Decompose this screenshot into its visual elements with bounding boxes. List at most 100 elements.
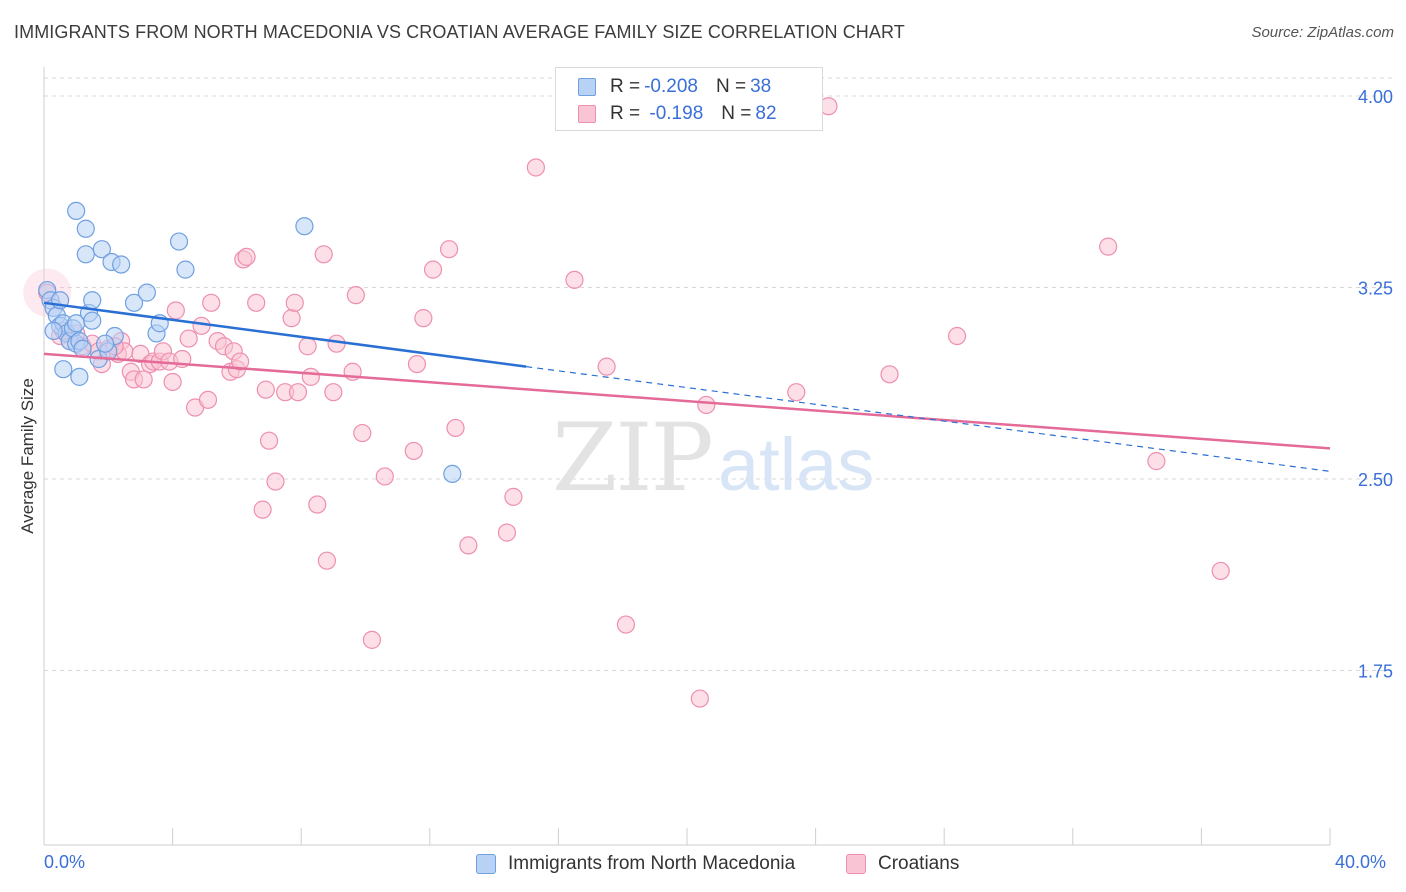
croatians-point <box>497 523 517 542</box>
croatians-point <box>446 418 465 438</box>
croatians-point <box>179 329 198 348</box>
n-label: N = <box>715 76 747 97</box>
x-tick-label-min: 0.0% <box>44 852 86 872</box>
watermark-zip: ZIP <box>552 404 712 513</box>
r-value: -0.208 <box>644 76 698 97</box>
croatians-point <box>259 431 279 450</box>
croatians-point <box>616 615 636 634</box>
source-credit: Source: ZipAtlas.com <box>1251 24 1394 41</box>
chart-title: IMMIGRANTS FROM NORTH MACEDONIA VS CROAT… <box>14 22 905 42</box>
croatians-point <box>202 293 221 312</box>
croatians-point <box>198 390 218 409</box>
n-value: 38 <box>750 76 772 97</box>
croatians-point <box>166 301 185 320</box>
croatians-point <box>324 383 343 402</box>
legend-row-north-macedonia: R = -0.208 N = 38 <box>578 73 771 101</box>
series-name: Immigrants from North Macedonia <box>508 853 796 874</box>
croatians-point <box>597 357 616 376</box>
croatians-point <box>880 365 899 384</box>
y-tick-label: 2.50 <box>1358 470 1393 490</box>
croatians-point <box>298 337 317 356</box>
bottom-legend-north-macedonia: Immigrants from North Macedonia <box>476 851 795 877</box>
series-name: Croatians <box>878 853 960 874</box>
croatians-point <box>407 355 427 374</box>
croatians-point <box>1211 561 1230 581</box>
croatians-point <box>414 309 433 328</box>
croatians-point <box>353 423 372 443</box>
croatians-point <box>247 293 266 312</box>
croatians-point <box>288 383 308 402</box>
n-value: 82 <box>755 103 777 124</box>
x-tick-label-max: 40.0% <box>1335 852 1387 872</box>
croatians-trend-line <box>43 352 1331 450</box>
croatians-point <box>266 472 285 491</box>
pink-swatch-icon <box>578 105 596 123</box>
croatians-point <box>697 395 716 415</box>
croatians-point <box>256 380 275 399</box>
croatians-point <box>459 536 478 555</box>
y-tick-label: 4.00 <box>1358 87 1393 107</box>
croatians-point <box>327 334 346 353</box>
north-macedonia-point <box>73 339 92 358</box>
croatians-point <box>285 293 304 312</box>
y-tick-label: 3.25 <box>1358 279 1393 299</box>
croatians-point <box>163 372 182 392</box>
croatians-point <box>362 630 382 649</box>
croatians-point <box>192 316 211 335</box>
r-label: R = <box>610 103 641 124</box>
blue-swatch-icon <box>578 78 596 96</box>
y-tick-labels: 1.75 2.50 3.25 4.00 <box>1358 87 1393 682</box>
croatians-point <box>690 689 709 708</box>
croatians-point <box>1147 452 1166 471</box>
north-macedonia-point <box>76 245 95 264</box>
croatians-point <box>301 367 320 386</box>
watermark: ZIP atlas <box>552 404 874 513</box>
north-macedonia-point <box>137 283 156 302</box>
north-macedonia-point <box>443 464 462 483</box>
croatians-point <box>231 352 250 371</box>
north-macedonia-point <box>70 367 89 386</box>
north-macedonia-trend-extension <box>526 366 1331 472</box>
croatians-point <box>947 326 967 346</box>
croatians-point <box>282 309 301 328</box>
north-macedonia-point <box>169 232 189 251</box>
north-macedonia-trend-line <box>43 301 527 368</box>
n-label: N = <box>721 103 752 124</box>
croatians-point <box>787 383 806 402</box>
croatians-point <box>134 370 153 389</box>
blue-swatch-icon <box>476 854 496 874</box>
y-tick-label: 1.75 <box>1358 662 1393 682</box>
north-macedonia-point <box>92 240 111 259</box>
croatians-point <box>565 270 584 289</box>
stats-legend: R = -0.208 N = 38 R = -0.198 N = 82 <box>555 67 823 131</box>
croatians-point <box>504 487 523 506</box>
croatians-point <box>253 500 272 519</box>
north-macedonia-points <box>38 201 462 483</box>
croatians-point <box>308 495 327 514</box>
north-macedonia-point <box>83 291 102 310</box>
croatians-point <box>404 441 423 461</box>
north-macedonia-point <box>44 321 63 341</box>
north-macedonia-point <box>83 311 102 330</box>
croatians-point <box>375 467 394 486</box>
north-macedonia-point <box>67 201 86 220</box>
north-macedonia-point <box>295 217 314 236</box>
legend-row-croatians: R = -0.198 N = 82 <box>578 100 777 128</box>
croatians-point <box>317 551 337 570</box>
croatians-point <box>314 245 333 264</box>
croatians-point <box>237 247 256 266</box>
trend-lines <box>43 301 1331 472</box>
north-macedonia-point <box>76 219 95 238</box>
r-label: R = <box>610 76 641 97</box>
croatians-point <box>423 260 443 279</box>
croatians-point <box>1099 237 1118 256</box>
croatians-point <box>526 158 545 177</box>
north-macedonia-point <box>54 360 73 379</box>
croatians-point <box>439 240 459 259</box>
pink-swatch-icon <box>846 854 866 874</box>
croatians-point <box>346 286 365 305</box>
grid-layer <box>44 77 1395 671</box>
north-macedonia-point <box>112 255 131 274</box>
north-macedonia-point <box>95 334 115 353</box>
